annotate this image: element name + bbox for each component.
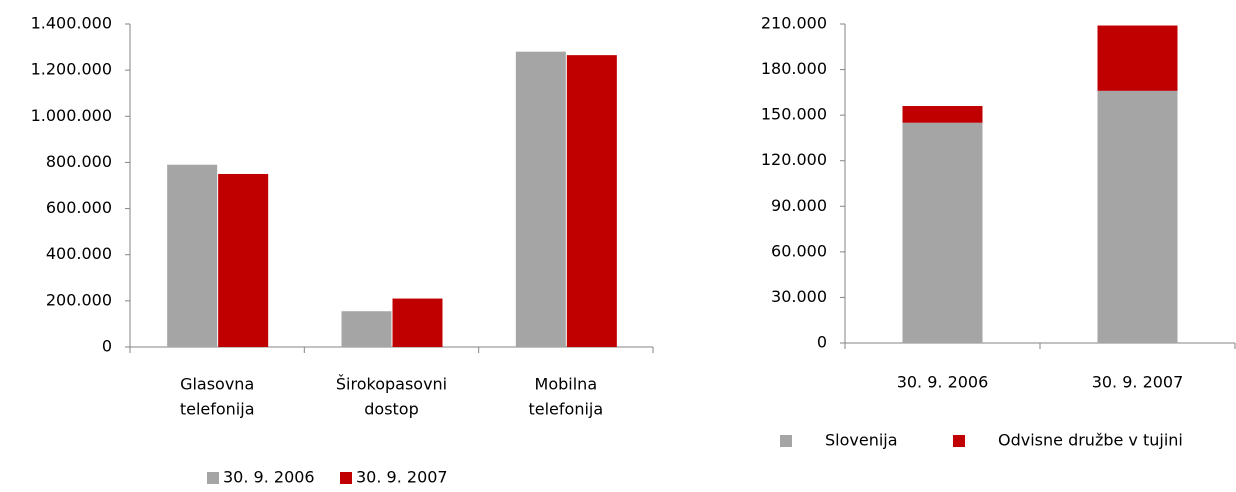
bar — [341, 311, 392, 347]
y-tick-label: 30.000 — [771, 287, 827, 306]
x-tick-label: dostop — [364, 400, 419, 419]
legend-label: Odvisne družbe v tujini — [998, 431, 1183, 450]
bar-segment — [902, 106, 983, 123]
legend-label: 30. 9. 2007 — [356, 468, 448, 487]
y-tick-label: 600.000 — [46, 198, 112, 217]
bar — [218, 173, 269, 347]
y-tick-label: 180.000 — [761, 59, 827, 78]
y-tick-label: 0 — [102, 337, 112, 356]
y-tick-label: 210.000 — [761, 14, 827, 33]
bar-segment — [902, 122, 983, 343]
y-tick-label: 90.000 — [771, 196, 827, 215]
x-tick-label: 30. 9. 2006 — [897, 373, 989, 392]
y-tick-label: 0 — [817, 333, 827, 352]
legend-swatch — [780, 435, 792, 447]
x-tick-label: Širokopasovni — [336, 375, 447, 394]
bar — [566, 55, 617, 348]
legend-swatch — [340, 472, 352, 484]
y-tick-label: 800.000 — [46, 152, 112, 171]
y-tick-label: 400.000 — [46, 244, 112, 263]
legend-label: Slovenija — [825, 431, 898, 450]
legend-label: 30. 9. 2006 — [223, 468, 315, 487]
y-tick-label: 150.000 — [761, 105, 827, 124]
x-tick-label: Glasovna — [180, 375, 254, 394]
x-tick-label: Mobilna — [535, 375, 598, 394]
y-tick-label: 60.000 — [771, 241, 827, 260]
legend-swatch — [207, 472, 219, 484]
bar-segment — [1097, 25, 1178, 91]
y-tick-label: 120.000 — [761, 150, 827, 169]
y-tick-label: 1.400.000 — [31, 14, 112, 33]
x-tick-label: 30. 9. 2007 — [1092, 373, 1184, 392]
x-tick-label: telefonija — [180, 400, 255, 419]
y-tick-label: 1.000.000 — [31, 106, 112, 125]
x-tick-label: telefonija — [528, 400, 603, 419]
bar — [392, 298, 443, 347]
y-tick-label: 200.000 — [46, 290, 112, 309]
bar — [515, 51, 566, 347]
bar-segment — [1097, 90, 1178, 343]
y-tick-label: 1.200.000 — [31, 60, 112, 79]
bar — [167, 164, 218, 347]
legend-swatch — [953, 435, 965, 447]
